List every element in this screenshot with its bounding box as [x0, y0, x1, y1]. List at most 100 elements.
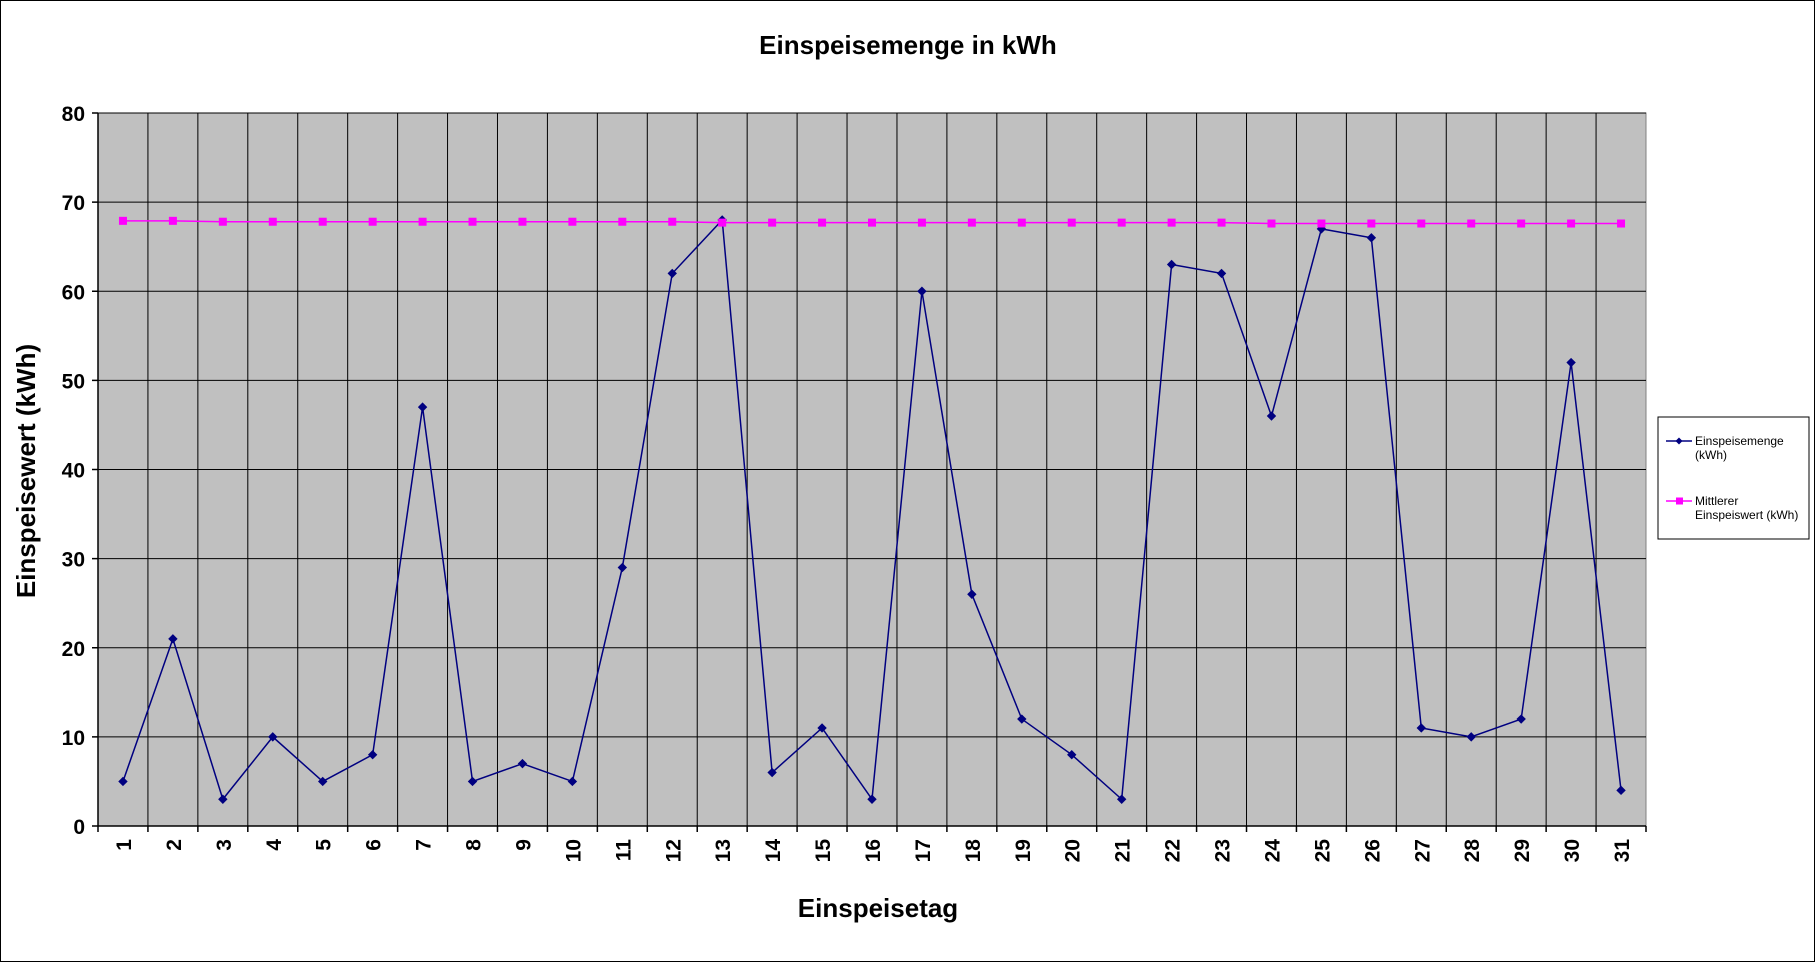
data-point-1-day-19 — [1017, 714, 1027, 724]
data-point-1-day-23 — [1216, 268, 1227, 279]
data-point-2-day-19 — [1017, 218, 1026, 227]
data-point-1-day-6 — [367, 749, 378, 760]
data-point-1-day-7 — [417, 402, 428, 412]
data-point-1-day-16 — [867, 794, 877, 804]
x-tick-label-11: 11 — [612, 839, 635, 862]
data-point-2-day-2 — [168, 216, 177, 225]
data-point-2-day-20 — [1067, 218, 1076, 227]
data-point-1-day-5 — [318, 776, 328, 787]
legend-box — [1657, 416, 1810, 540]
x-tick-label-29: 29 — [1511, 839, 1534, 862]
data-point-1-day-29 — [1516, 714, 1526, 724]
data-point-2-day-16 — [868, 218, 876, 227]
x-tick-label-27: 27 — [1411, 839, 1434, 862]
data-point-1-day-21 — [1116, 794, 1127, 804]
y-tick-label-20: 20 — [62, 638, 85, 661]
data-point-2-day-26 — [1367, 219, 1376, 228]
data-point-1-day-28 — [1466, 732, 1476, 742]
data-point-1-day-17 — [917, 286, 927, 296]
x-axis-title: Einspeisetag — [798, 893, 958, 923]
data-point-1-day-10 — [567, 776, 578, 787]
data-point-2-day-21 — [1117, 218, 1126, 227]
legend-label-line-2-2: Einspeiswert (kWh) — [1695, 508, 1798, 522]
legend-item-2: Mittlerer Einspeiswert (kWh) — [1666, 494, 1798, 522]
x-tick-label-30: 30 — [1561, 839, 1584, 862]
x-tick-label-24: 24 — [1261, 839, 1284, 863]
data-point-1-day-4 — [268, 732, 278, 742]
x-tick-label-14: 14 — [762, 839, 785, 863]
x-tick-label-16: 16 — [862, 839, 885, 862]
data-point-1-day-31 — [1616, 785, 1626, 796]
x-tick-label-26: 26 — [1361, 839, 1384, 862]
data-point-2-day-1 — [118, 216, 127, 225]
legend-swatch-marker-2 — [1676, 497, 1683, 505]
data-point-2-day-24 — [1267, 219, 1276, 228]
data-point-2-day-11 — [618, 217, 627, 226]
data-point-2-day-5 — [318, 217, 327, 226]
legend-label-line-2-1: Mittlerer — [1695, 494, 1738, 508]
series-2 — [118, 216, 1626, 228]
legend-item-1: Einspeisemenge (kWh) — [1666, 434, 1784, 462]
y-tick-label-40: 40 — [62, 460, 85, 483]
x-tick-label-28: 28 — [1461, 839, 1484, 863]
data-point-2-day-7 — [418, 217, 427, 226]
data-point-1-day-14 — [767, 767, 777, 778]
data-point-2-day-28 — [1467, 219, 1476, 228]
legend-swatch-marker-1 — [1675, 437, 1683, 445]
chart-title: Einspeisemenge in kWh — [759, 30, 1057, 60]
data-point-2-day-18 — [967, 218, 976, 227]
data-point-2-day-15 — [818, 218, 827, 227]
x-tick-label-1: 1 — [113, 839, 136, 851]
x-tick-label-4: 4 — [263, 839, 286, 851]
y-tick-label-0: 0 — [73, 816, 85, 839]
data-point-1-day-30 — [1566, 357, 1576, 368]
x-tick-label-7: 7 — [413, 839, 436, 851]
y-tick-label-80: 80 — [62, 103, 85, 126]
y-tick-label-50: 50 — [62, 370, 85, 393]
data-point-2-day-22 — [1167, 218, 1176, 227]
y-axis-title: Einspeisewert (kWh) — [11, 344, 41, 598]
data-point-2-day-13 — [718, 218, 727, 227]
data-point-1-day-2 — [168, 634, 178, 644]
data-point-2-day-29 — [1517, 219, 1526, 228]
x-tick-label-15: 15 — [812, 839, 835, 863]
data-point-2-day-30 — [1567, 219, 1576, 228]
series-layer — [118, 215, 1626, 804]
data-point-2-day-27 — [1417, 219, 1426, 228]
data-point-1-day-8 — [467, 776, 478, 787]
data-point-1-day-11 — [617, 562, 628, 573]
x-tick-label-18: 18 — [962, 839, 985, 863]
data-point-2-day-31 — [1617, 219, 1626, 228]
y-tick-label-30: 30 — [62, 549, 85, 572]
grid-lines — [98, 112, 1646, 826]
x-tick-label-21: 21 — [1112, 839, 1135, 863]
data-point-2-day-10 — [568, 217, 577, 226]
x-tick-label-8: 8 — [463, 839, 486, 851]
x-tick-label-13: 13 — [712, 839, 735, 862]
data-point-2-day-17 — [917, 218, 926, 227]
y-tick-label-10: 10 — [62, 727, 85, 750]
data-point-2-day-8 — [468, 217, 477, 226]
data-point-1-day-18 — [967, 589, 977, 599]
data-point-1-day-15 — [817, 723, 827, 733]
x-tick-label-5: 5 — [313, 839, 336, 851]
x-tick-label-31: 31 — [1611, 839, 1634, 863]
x-tick-label-22: 22 — [1162, 839, 1185, 862]
data-point-2-day-23 — [1217, 218, 1226, 227]
legend-label-line-1-1: Einspeisemenge — [1695, 434, 1784, 448]
x-tick-label-25: 25 — [1311, 839, 1334, 863]
data-point-2-day-6 — [368, 217, 377, 226]
y-tick-label-60: 60 — [62, 281, 85, 304]
data-point-2-day-4 — [268, 217, 277, 226]
data-point-1-day-27 — [1416, 723, 1426, 733]
data-point-1-day-9 — [517, 758, 528, 769]
data-point-1-day-22 — [1166, 259, 1177, 270]
y-tick-label-70: 70 — [62, 192, 85, 215]
x-tick-label-23: 23 — [1212, 839, 1235, 862]
x-tick-label-10: 10 — [562, 839, 585, 862]
legend-label-1: Einspeisemenge (kWh) — [1695, 434, 1784, 462]
data-point-1-day-26 — [1366, 233, 1377, 243]
